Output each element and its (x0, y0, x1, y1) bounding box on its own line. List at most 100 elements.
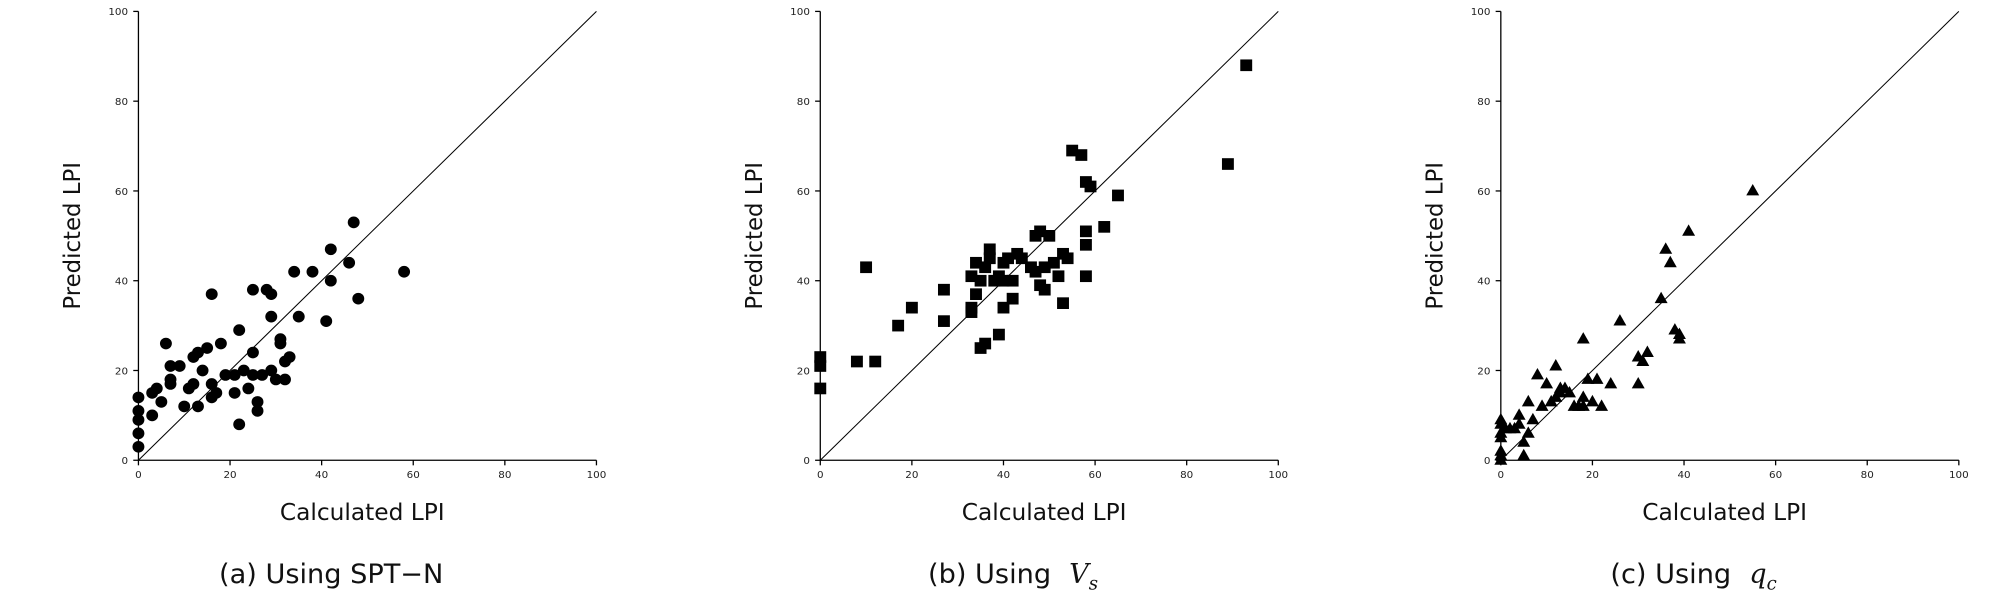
point (1079, 238, 1092, 251)
point (1672, 332, 1686, 344)
point (1540, 376, 1554, 389)
point (1034, 225, 1047, 238)
point (1057, 297, 1069, 309)
point (814, 382, 827, 395)
point (306, 265, 319, 278)
point (251, 405, 264, 417)
y-tick-label: 100 (108, 6, 128, 18)
point (997, 301, 1010, 314)
y-tick-label: 40 (797, 276, 810, 288)
caption-text: (c) Using (1610, 559, 1731, 590)
point (246, 283, 259, 296)
x-tick-label: 80 (498, 469, 511, 481)
point (324, 243, 337, 256)
point (1494, 430, 1508, 443)
point (1576, 332, 1590, 344)
point (274, 337, 287, 350)
point (228, 369, 241, 381)
point (192, 346, 204, 359)
point (1595, 399, 1609, 411)
point (992, 328, 1005, 341)
scatter-panel: 0 20 40 60 80 100 0 20 40 60 80 100 Calculated LPI Pr… (1422, 6, 1968, 594)
point (246, 346, 259, 359)
point (201, 342, 214, 354)
point (1043, 230, 1056, 242)
point (173, 360, 186, 372)
y-tick-label: 40 (1477, 276, 1490, 288)
reference-line (138, 11, 597, 461)
point (1047, 256, 1060, 269)
point (178, 400, 191, 413)
point (1581, 372, 1595, 384)
x-axis-title: Calculated LPI (280, 500, 445, 526)
point (1240, 59, 1253, 72)
x-tick-label: 80 (1180, 469, 1193, 481)
x-tick-label: 60 (407, 469, 420, 481)
point (164, 373, 177, 386)
point (214, 337, 227, 350)
point (1549, 359, 1563, 371)
point (1079, 225, 1092, 238)
point (1006, 274, 1019, 287)
caption-symbol: q (1749, 559, 1766, 590)
point (210, 387, 223, 399)
point (347, 216, 360, 229)
point (814, 360, 827, 372)
y-tick-label: 100 (790, 6, 810, 18)
point (1006, 292, 1019, 305)
x-tick-label: 100 (587, 469, 607, 481)
point (1029, 265, 1042, 278)
point (1061, 252, 1074, 265)
point (1098, 221, 1111, 233)
point (352, 292, 365, 305)
point (1563, 385, 1576, 398)
point (1604, 376, 1618, 389)
point (159, 337, 172, 350)
point (1654, 291, 1668, 304)
y-tick-label: 100 (1471, 6, 1491, 18)
point (983, 252, 996, 265)
point (1038, 283, 1051, 296)
y-axis-title: Predicted LPI (60, 162, 86, 310)
caption-subscript: c (1767, 574, 1777, 595)
point (324, 274, 337, 287)
y-axis-title: Predicted LPI (1422, 162, 1448, 310)
point (892, 319, 905, 332)
y-tick-label: 20 (115, 365, 128, 377)
point (970, 288, 982, 301)
point (265, 364, 278, 377)
point (1659, 242, 1673, 254)
y-tick-label: 20 (1477, 365, 1490, 377)
point (1084, 180, 1097, 193)
point (196, 364, 209, 377)
point (1663, 255, 1677, 268)
y-tick-label: 0 (122, 455, 129, 467)
point (132, 427, 145, 440)
point (814, 351, 827, 363)
point (292, 310, 305, 323)
point (1613, 314, 1627, 326)
point (251, 396, 264, 408)
point (343, 256, 356, 269)
point (974, 274, 987, 287)
point (1494, 453, 1508, 465)
x-tick-label: 60 (1089, 469, 1102, 481)
x-tick-label: 100 (1268, 469, 1288, 481)
point (1576, 390, 1590, 402)
point (937, 315, 950, 327)
point (279, 373, 291, 386)
point (237, 364, 250, 377)
point (1526, 412, 1540, 425)
point (905, 301, 918, 314)
x-axis-title: Calculated LPI (962, 500, 1127, 526)
point (1075, 149, 1088, 161)
y-tick-label: 20 (797, 365, 810, 377)
point (283, 351, 296, 363)
point (1530, 368, 1544, 380)
y-tick-label: 80 (115, 96, 128, 108)
point (1015, 252, 1028, 265)
y-tick-label: 80 (1477, 96, 1490, 108)
x-tick-label: 40 (1677, 469, 1690, 481)
